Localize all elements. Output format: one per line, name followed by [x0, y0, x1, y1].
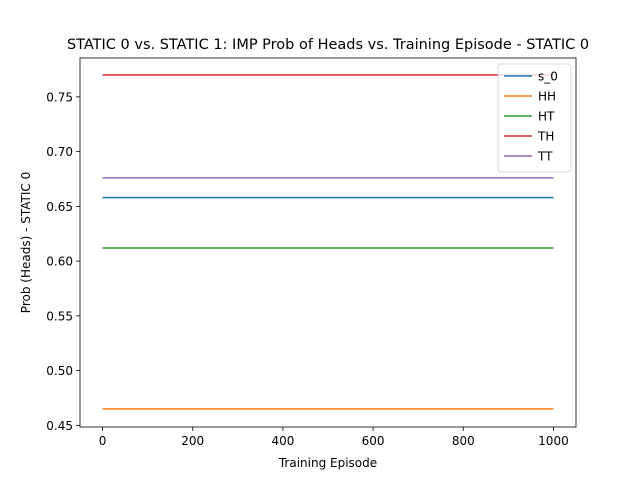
x-tick-label: 800 — [452, 434, 475, 448]
legend-label: TH — [537, 130, 554, 144]
y-tick-label: 0.70 — [46, 145, 73, 159]
plot-frame — [79, 57, 577, 428]
legend-label: HH — [538, 90, 556, 104]
x-tick-label: 1000 — [538, 434, 569, 448]
chart-title: STATIC 0 vs. STATIC 1: IMP Prob of Heads… — [67, 37, 589, 53]
x-tick-label: 0 — [99, 434, 107, 448]
y-tick-label: 0.60 — [46, 255, 73, 269]
legend-box — [497, 63, 572, 173]
y-axis-label: Prob (Heads) - STATIC 0 — [19, 172, 33, 313]
legend-label: s_0 — [538, 70, 558, 84]
x-axis-ticks: 0 200 400 600 800 1000 — [99, 427, 569, 448]
x-tick-label: 200 — [181, 434, 204, 448]
y-tick-label: 0.75 — [46, 90, 73, 104]
legend-label: TT — [537, 150, 553, 164]
plot-area — [102, 74, 554, 410]
legend: s_0 HH HT TH TT — [497, 63, 572, 173]
x-tick-label: 600 — [362, 434, 385, 448]
legend-label: HT — [538, 110, 555, 124]
x-axis-label: Training Episode — [278, 456, 377, 470]
x-tick-label: 400 — [271, 434, 294, 448]
y-tick-label: 0.45 — [46, 419, 73, 433]
y-tick-label: 0.55 — [46, 309, 73, 323]
y-axis-ticks: 0.45 0.50 0.55 0.60 0.65 0.70 0.75 — [46, 90, 80, 433]
y-tick-label: 0.50 — [46, 364, 73, 378]
y-tick-label: 0.65 — [46, 200, 73, 214]
